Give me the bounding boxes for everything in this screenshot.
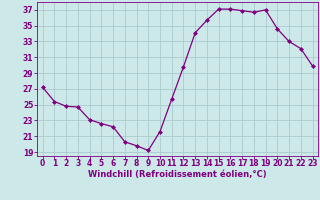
X-axis label: Windchill (Refroidissement éolien,°C): Windchill (Refroidissement éolien,°C) [88, 170, 267, 179]
